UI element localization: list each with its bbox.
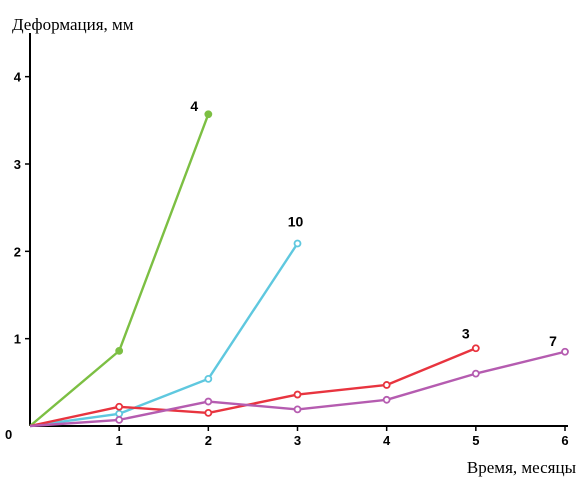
series-label-3: 3 (462, 325, 470, 341)
data-point (115, 346, 124, 355)
data-point (204, 408, 213, 417)
origin-label: 0 (5, 427, 12, 442)
data-point (293, 390, 302, 399)
data-point (293, 405, 302, 414)
y-tick-label: 4 (14, 70, 22, 85)
axes: 1 2 3 4 5 6 1 2 3 4 (14, 33, 569, 448)
series-label-7: 7 (549, 333, 557, 349)
series-3: 3 (29, 325, 480, 428)
x-tick-label: 5 (472, 433, 479, 448)
x-tick-label: 6 (561, 433, 568, 448)
data-point (561, 347, 569, 356)
y-tick-label: 1 (14, 332, 21, 347)
series-10: 10 (29, 213, 304, 428)
x-tick-label: 1 (116, 433, 123, 448)
series-label-4: 4 (190, 98, 198, 114)
data-point (204, 110, 213, 119)
y-tick-label: 2 (14, 244, 21, 259)
series-7: 7 (29, 333, 569, 428)
data-point (115, 415, 124, 424)
data-point (471, 369, 480, 378)
data-point (204, 374, 213, 383)
series-4: 4 (29, 98, 213, 427)
data-point (115, 409, 124, 418)
data-point (204, 397, 213, 406)
series-line-10 (29, 242, 299, 428)
x-axis-title: Время, месяцы (467, 458, 577, 477)
y-tick-label: 3 (14, 157, 21, 172)
data-point (382, 381, 391, 389)
data-point (471, 344, 480, 353)
data-point (115, 402, 124, 411)
data-point (293, 239, 302, 248)
series-layer: 4 10 3 7 (29, 98, 569, 428)
series-line-3 (29, 347, 477, 428)
x-tick-label: 4 (383, 433, 391, 448)
x-tick-label: 2 (205, 433, 212, 448)
series-label-10: 10 (288, 213, 304, 229)
y-axis-title: Деформация, мм (12, 15, 134, 34)
x-tick-label: 3 (294, 433, 301, 448)
data-point (382, 395, 391, 404)
series-line-4 (29, 113, 210, 427)
